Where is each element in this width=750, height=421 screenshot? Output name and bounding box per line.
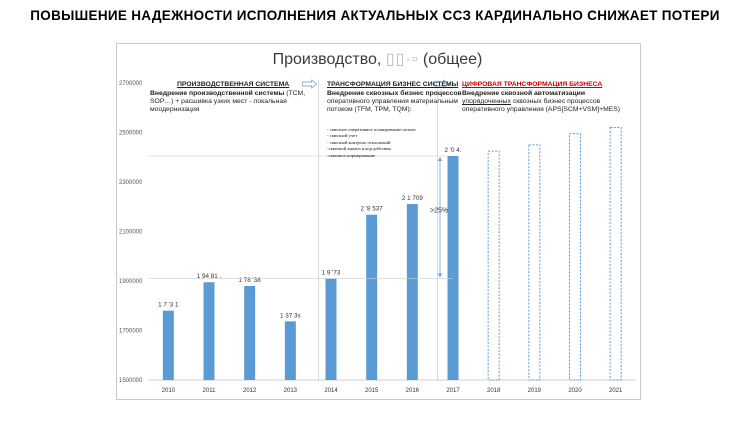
y-tick-label: 2300000 bbox=[119, 180, 143, 186]
list-item: -сквозной анализ и кор.действия bbox=[327, 146, 391, 152]
section-heading: ТРАНСФОРМАЦИЯ БИЗНЕС СИСТЕМЫ bbox=[327, 81, 459, 88]
bar-projected bbox=[609, 127, 622, 381]
list-item: - сквозной учет bbox=[327, 133, 358, 139]
bar bbox=[406, 204, 418, 380]
x-tick-label: 2011 bbox=[203, 388, 217, 394]
data-label: 1 7 '3 1 bbox=[158, 302, 179, 309]
section-text: (TCM, SOP…) + расшивка узких мест - лока… bbox=[150, 90, 306, 113]
x-tick-label: 2021 bbox=[609, 388, 623, 394]
x-tick-label: 2017 bbox=[446, 388, 460, 394]
x-tick-label: 2018 bbox=[487, 388, 501, 394]
bar-projected bbox=[487, 150, 500, 381]
chart-title-suffix: (общее) bbox=[418, 51, 483, 68]
section-bold-text: Внедрение сквозных бизнес процессов bbox=[327, 90, 462, 97]
slide-title: ПОВЫШЕНИЕ НАДЕЖНОСТИ ИСПОЛНЕНИЯ АКТУАЛЬН… bbox=[30, 8, 720, 23]
y-tick-label: 1700000 bbox=[119, 329, 143, 335]
data-label: 1 9 '73 bbox=[322, 270, 341, 277]
bar-projected bbox=[528, 144, 541, 381]
bar bbox=[366, 214, 378, 380]
bar-projected bbox=[569, 133, 581, 381]
arrow-icon bbox=[302, 79, 318, 89]
x-tick-label: 2020 bbox=[568, 388, 582, 394]
x-tick-label: 2015 bbox=[365, 388, 379, 394]
bar bbox=[284, 321, 296, 380]
section-text: оперативного управления материальным пот… bbox=[327, 98, 458, 113]
bar bbox=[162, 310, 174, 380]
data-label: 1 94 81 . bbox=[197, 273, 222, 280]
section-text: сквозных бизнес процессов оперативного у… bbox=[462, 98, 621, 113]
x-tick-label: 2014 bbox=[324, 388, 338, 394]
process-list: - сквозное оперативное планирование пото… bbox=[327, 127, 447, 159]
bar bbox=[447, 156, 459, 380]
x-tick-label: 2012 bbox=[243, 388, 257, 394]
list-item: - сквозной контроль отклонений bbox=[327, 139, 391, 145]
growth-annotation: >25% bbox=[430, 207, 448, 214]
section-business-transformation: ТРАНСФОРМАЦИЯ БИЗНЕС СИСТЕМЫ Внедрение с… bbox=[327, 81, 462, 114]
y-tick-label: 1500000 bbox=[119, 378, 143, 384]
list-item: -сквозное нормирование bbox=[327, 152, 376, 158]
list-item: - сквозное оперативное планирование пото… bbox=[327, 127, 416, 132]
bar bbox=[203, 282, 215, 380]
redacted-mark: ▯▯·▫ bbox=[385, 51, 419, 68]
arrow-head-icon bbox=[438, 273, 442, 278]
data-label: 1 37 3s bbox=[280, 312, 301, 319]
bar bbox=[325, 278, 337, 380]
section-underlined-text: упорядоченных bbox=[462, 98, 511, 105]
arrow-icon bbox=[434, 79, 450, 89]
section-digital-transformation: ЦИФРОВАЯ ТРАНСФОРМАЦИЯ БИЗНЕСА Внедрение… bbox=[462, 81, 632, 114]
chart-title: Производство, ▯▯·▫ (общее) bbox=[116, 49, 639, 69]
x-tick-label: 2016 bbox=[406, 388, 420, 394]
y-tick-label: 2100000 bbox=[119, 230, 143, 236]
data-label: 2 '8 537 bbox=[361, 206, 384, 213]
data-label: 2 1 709 bbox=[402, 195, 424, 202]
bar bbox=[244, 285, 256, 380]
section-heading: ЦИФРОВАЯ ТРАНСФОРМАЦИЯ БИЗНЕСА bbox=[462, 81, 603, 88]
section-production-system: ПРОИЗВОДСТВЕННАЯ СИСТЕМА Внедрение произ… bbox=[150, 81, 318, 114]
data-label: 2 '0 4. bbox=[445, 147, 462, 154]
section-heading: ПРОИЗВОДСТВЕННАЯ СИСТЕМА bbox=[177, 81, 290, 88]
arrow-head-icon bbox=[438, 157, 442, 162]
y-tick-label: 2500000 bbox=[119, 131, 143, 137]
x-tick-label: 2010 bbox=[162, 388, 176, 394]
y-tick-label: 1900000 bbox=[119, 279, 143, 285]
x-tick-label: 2019 bbox=[528, 388, 542, 394]
y-tick-label: 2700000 bbox=[119, 81, 143, 87]
x-tick-label: 2013 bbox=[284, 388, 298, 394]
data-label: 1 78 '38 bbox=[239, 277, 262, 284]
section-bold-text: Внедрение производственной системы bbox=[150, 90, 285, 97]
chart-title-prefix: Производство, bbox=[272, 51, 386, 68]
section-bold-text: Внедрение сквозной автоматизации bbox=[462, 90, 586, 97]
